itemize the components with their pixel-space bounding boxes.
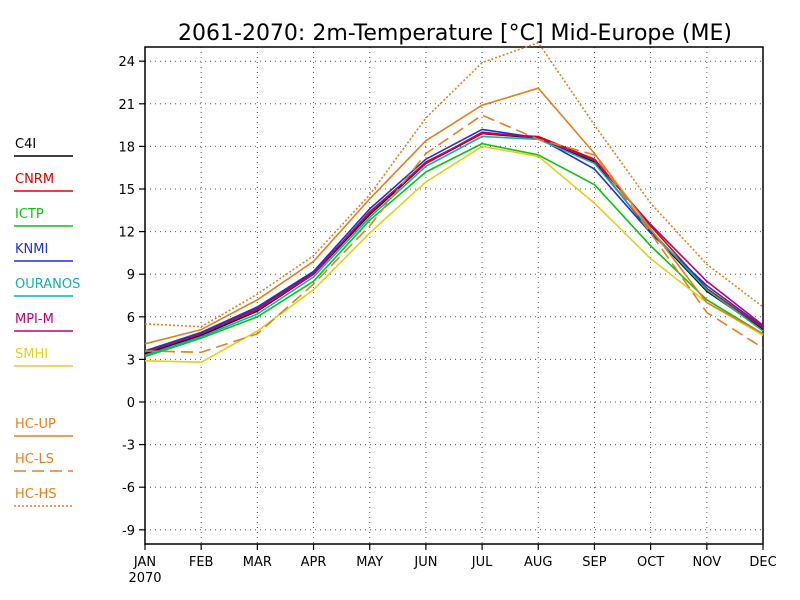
series-lines [144, 41, 764, 364]
plot-frame [144, 46, 764, 545]
y-tick-label: 3 [127, 353, 135, 368]
series-line-hc-up [144, 87, 764, 345]
x-tick-label: JUL [471, 555, 493, 570]
y-tick-label: 9 [127, 268, 135, 283]
legend-label-hc-ls: HC-LS [15, 452, 54, 467]
series-line-mpi-m [144, 131, 764, 354]
x-tick-label: MAR [243, 555, 272, 570]
series-line-hc-hs [144, 41, 764, 328]
legend-label-hc-hs: HC-HS [15, 487, 57, 502]
x-tick-label: DEC [749, 555, 776, 570]
x-tick-label: AUG [524, 555, 552, 570]
y-tick-label: 0 [127, 396, 135, 411]
series-line-ictp [144, 142, 764, 358]
y-tick-label: 24 [118, 55, 135, 70]
x-tick-label: SEP [582, 555, 606, 570]
legend-label-knmi: KNMI [15, 242, 48, 257]
legend-label-ictp: ICTP [15, 207, 44, 222]
x-axis: JAN FEB MAR APR MAY JUN JUL AUG SEP OCT NOV DEC [133, 544, 777, 570]
legend-label-cnrm: CNRM [15, 172, 54, 187]
legend-label-hc-up: HC-UP [15, 417, 56, 432]
y-tick-label: 12 [118, 226, 135, 241]
x-tick-label: MAY [356, 555, 383, 570]
y-tick-label: -9 [122, 524, 135, 539]
x-tick-label: APR [301, 555, 327, 570]
legend: C4I CNRM ICTP KNMI OURANOS MPI-M SMHI HC-UP HC-L… [14, 137, 80, 507]
y-tick-label: -6 [122, 481, 135, 496]
x-tick-label: NOV [693, 555, 722, 570]
y-tick-label: 15 [118, 183, 135, 198]
legend-label-mpi-m: MPI-M [15, 312, 54, 327]
series-line-hc-ls [144, 114, 764, 354]
grid [145, 47, 763, 544]
legend-label-c4i: C4I [15, 137, 36, 152]
y-tick-label: -3 [122, 439, 135, 454]
series-line-ouranos [144, 135, 764, 356]
y-tick-label: 21 [118, 98, 135, 113]
y-tick-label: 18 [118, 140, 135, 155]
x-tick-label: JUN [413, 555, 437, 570]
legend-label-ouranos: OURANOS [15, 277, 80, 292]
x-tick-label: FEB [189, 555, 214, 570]
chart-title: 2061-2070: 2m-Temperature [°C] Mid-Europ… [178, 21, 732, 46]
x-tick-label: OCT [637, 555, 664, 570]
y-axis: 24 21 18 15 12 9 6 3 0 -3 -6 -9 [118, 55, 145, 539]
y-tick-label: 6 [127, 311, 135, 326]
series-line-smhi [144, 145, 764, 364]
x-tick-label: JAN [133, 555, 156, 570]
x-axis-year-label: 2070 [128, 571, 161, 586]
legend-label-smhi: SMHI [15, 347, 48, 362]
